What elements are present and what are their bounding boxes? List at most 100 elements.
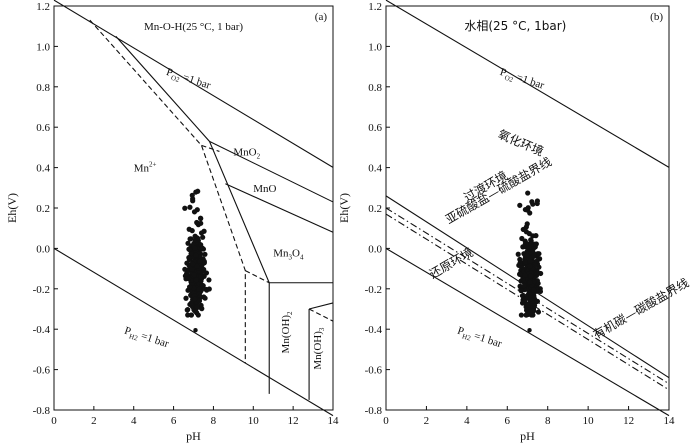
ytick-label: 0.4 [36, 163, 50, 175]
sample-point [196, 286, 202, 292]
sample-point [188, 312, 195, 318]
sample-point [199, 245, 206, 251]
ytick-label: -0.2 [33, 284, 50, 296]
ph2-label: PH2 =1 bar [455, 325, 503, 353]
sample-point [523, 229, 529, 235]
sample-point [193, 308, 199, 315]
sample-point [196, 298, 203, 304]
sample-point [537, 288, 544, 295]
sample-point [518, 287, 524, 294]
xtick-label: 8 [545, 415, 551, 427]
sample-point [528, 237, 534, 243]
sample-point [185, 312, 191, 318]
sample-point [193, 328, 198, 333]
sample-point [523, 312, 529, 318]
sample-point [190, 261, 196, 267]
sample-point [525, 205, 531, 211]
sample-point [527, 309, 533, 315]
xtick-label: 10 [583, 415, 595, 427]
sample-point [182, 266, 188, 272]
xtick-label: 2 [424, 415, 430, 427]
sample-point [189, 228, 195, 234]
region-label: 有机碳—碳酸盐界线 [590, 275, 691, 342]
xtick-label: 4 [131, 415, 137, 427]
ph2-label: PH2 =1 bar [122, 325, 170, 353]
sample-point [519, 293, 526, 299]
stability-boundary [308, 302, 334, 310]
xtick-label: 0 [383, 415, 389, 427]
sample-point [193, 277, 199, 283]
ytick-label: 0.8 [36, 82, 50, 94]
sample-point [531, 253, 537, 259]
region-label: Mn3O4 [273, 247, 304, 261]
xtick-label: 0 [51, 415, 57, 427]
sample-point [199, 282, 205, 288]
sample-point [206, 277, 212, 283]
water-lower-limit [53, 247, 334, 417]
po2-label: PO2 =1 bar [498, 66, 546, 94]
stability-boundary-dashed [308, 308, 334, 322]
organic-carbonate-boundary [385, 213, 670, 391]
sample-point [186, 246, 193, 253]
sample-point [206, 286, 212, 292]
sample-point [198, 273, 204, 280]
sample-point [194, 219, 200, 226]
sample-point [521, 282, 528, 289]
water-upper-limit [53, 0, 334, 168]
region-label: 还原环境 [426, 244, 475, 281]
region-labels-a: PO2 =1 bar PH2 =1 bar Mn2+ MnO2 MnO Mn3O4 Mn(O… [122, 66, 326, 369]
sample-point [523, 224, 529, 230]
sample-point [194, 304, 201, 310]
sample-point [195, 235, 201, 241]
ytick-label: 0.8 [368, 82, 382, 94]
sample-point [197, 258, 203, 264]
sample-point [200, 234, 206, 240]
sample-point [199, 306, 205, 312]
title-a: Mn-O-H(25 °C, 1 bar) [144, 21, 243, 33]
ytick-label: -0.6 [33, 365, 51, 377]
ytick-label: 1.0 [36, 41, 50, 53]
sample-point [523, 294, 530, 300]
sample-point [535, 309, 542, 315]
sample-point [188, 236, 194, 242]
xlabel-a: pH [186, 429, 201, 443]
ytick-label: 0.6 [36, 122, 50, 134]
stability-boundary-dashed [245, 270, 270, 284]
panel-tag-a: (a) [315, 11, 328, 23]
region-label: 氧化环境 [496, 126, 546, 159]
stability-boundary [225, 183, 334, 233]
ylabel-b: Eh(V) [337, 193, 351, 223]
sample-point [186, 255, 192, 261]
sample-point [191, 272, 197, 278]
xlabel-b: pH [520, 429, 535, 443]
sample-point [185, 240, 191, 246]
sample-point [182, 205, 188, 211]
ytick-label: -0.2 [365, 284, 382, 296]
panel-tag-b: (b) [650, 11, 663, 23]
sample-point [184, 307, 190, 313]
ytick-label: 0.0 [368, 243, 382, 255]
stability-boundary-dashed [89, 19, 246, 364]
region-label: MnO2 [233, 146, 260, 160]
xtick-label: 12 [288, 415, 299, 427]
sample-point [194, 263, 200, 269]
ytick-label: 0.4 [368, 163, 382, 175]
xtick-label: 6 [505, 415, 511, 427]
sample-point [526, 245, 532, 251]
sample-point [193, 252, 199, 258]
sample-point [195, 188, 201, 194]
xtick-label: 6 [171, 415, 177, 427]
xtick-label: 4 [464, 415, 470, 427]
region-label: MnO [253, 183, 276, 195]
sample-point [183, 295, 189, 301]
sample-point [527, 279, 533, 285]
boundaries-a [53, 0, 334, 417]
ytick-label: 1.2 [36, 1, 50, 13]
sample-point [185, 275, 192, 282]
sample-point [527, 258, 533, 264]
sample-point [518, 312, 524, 318]
ytick-label: 0.0 [36, 243, 50, 255]
po2-label: PO2 =1 bar [164, 66, 212, 94]
ylabel-a: Eh(V) [5, 193, 19, 223]
